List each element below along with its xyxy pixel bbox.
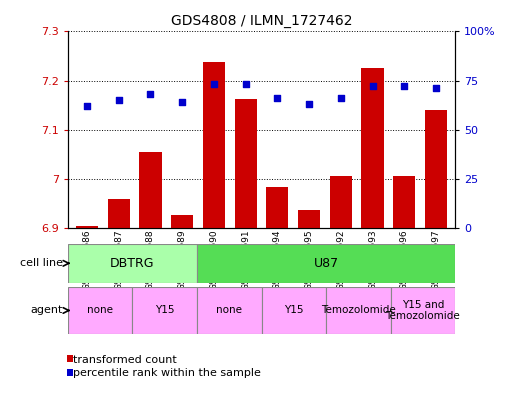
Bar [425,110,447,228]
Title: GDS4808 / ILMN_1727462: GDS4808 / ILMN_1727462 [170,14,353,28]
Text: U87: U87 [313,257,338,270]
Bar [229,244,262,283]
Bar [262,244,294,283]
Bar [391,244,423,283]
Text: percentile rank within the sample: percentile rank within the sample [73,368,261,378]
Point [368,83,377,90]
Point [178,99,186,105]
Bar [171,215,194,228]
Bar [266,187,289,228]
Text: cell line: cell line [20,258,63,268]
Bar [76,226,98,228]
Text: none: none [216,305,242,316]
Point [305,101,313,107]
Bar [197,244,229,283]
Bar [326,244,358,283]
Bar [139,152,162,228]
Point [115,97,123,103]
Point [83,103,91,109]
Bar [68,244,197,283]
Bar [298,210,320,228]
Bar [165,244,197,283]
Bar [393,176,415,228]
Point [273,95,281,101]
Text: Y15: Y15 [284,305,303,316]
Bar [132,244,165,283]
Bar [358,244,391,283]
Text: Temozolomide: Temozolomide [321,305,395,316]
Point [146,91,155,97]
Bar [108,200,130,228]
Bar [326,287,391,334]
Bar [132,287,197,334]
Point [242,81,250,88]
Bar [68,287,132,334]
Bar [329,176,352,228]
Point [432,85,440,92]
Text: transformed count: transformed count [73,354,177,365]
Text: DBTRG: DBTRG [110,257,155,270]
Text: Y15 and
Temozolomide: Y15 and Temozolomide [385,300,460,321]
Bar [203,62,225,228]
Text: Y15: Y15 [155,305,175,316]
Bar [197,244,455,283]
Bar [391,287,455,334]
Bar [294,244,326,283]
Point [210,81,218,88]
Point [400,83,408,90]
Bar [197,287,262,334]
Bar [67,355,73,362]
Text: agent: agent [30,305,63,316]
Bar [423,244,455,283]
Bar [67,369,73,376]
Bar [262,287,326,334]
Bar [68,244,100,283]
Bar [234,99,257,228]
Text: none: none [87,305,113,316]
Bar [100,244,132,283]
Bar [361,68,384,228]
Point [337,95,345,101]
